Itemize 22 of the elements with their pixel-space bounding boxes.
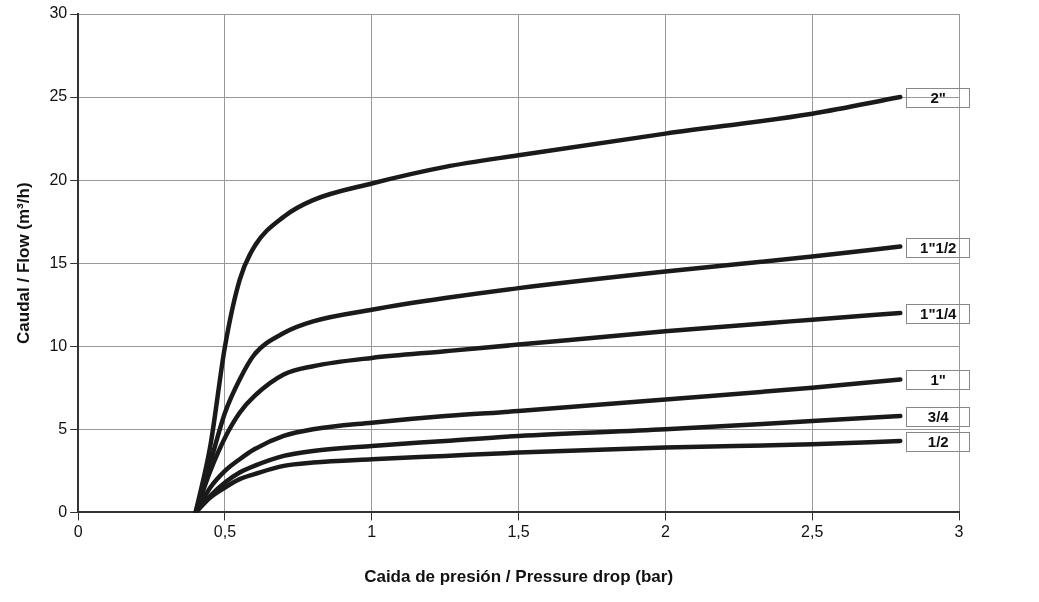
x-axis-title: Caida de presión / Pressure drop (bar) [364, 567, 674, 587]
series-label: 1"1/2 [906, 237, 971, 258]
y-tick-label: 25 [49, 87, 68, 105]
y-tick-label: 5 [58, 419, 68, 437]
x-tick-label: 0 [73, 523, 83, 541]
x-tick-label: 2,5 [801, 523, 824, 541]
x-tick-label: 2 [660, 523, 670, 541]
series-label: 1"1/4 [906, 304, 971, 325]
text: 1" [906, 370, 971, 391]
y-tick-label: 10 [49, 336, 68, 354]
y-tick-label: 20 [49, 170, 68, 188]
x-tick-label: 0,5 [213, 523, 237, 541]
y-tick-label: 15 [49, 253, 68, 271]
x-tick-label: 3 [954, 523, 964, 541]
y-tick-label: 0 [58, 502, 68, 520]
x-tick-label: 1,5 [507, 523, 530, 541]
series-label: 3/4 [906, 407, 971, 428]
text: 2" [906, 88, 971, 109]
y-axis-title: Caudal / Flow (m³/h) [13, 182, 33, 344]
y-tick-label: 30 [49, 4, 68, 22]
x-tick-label: 1 [367, 523, 377, 541]
series-label: 1/2 [906, 431, 971, 452]
